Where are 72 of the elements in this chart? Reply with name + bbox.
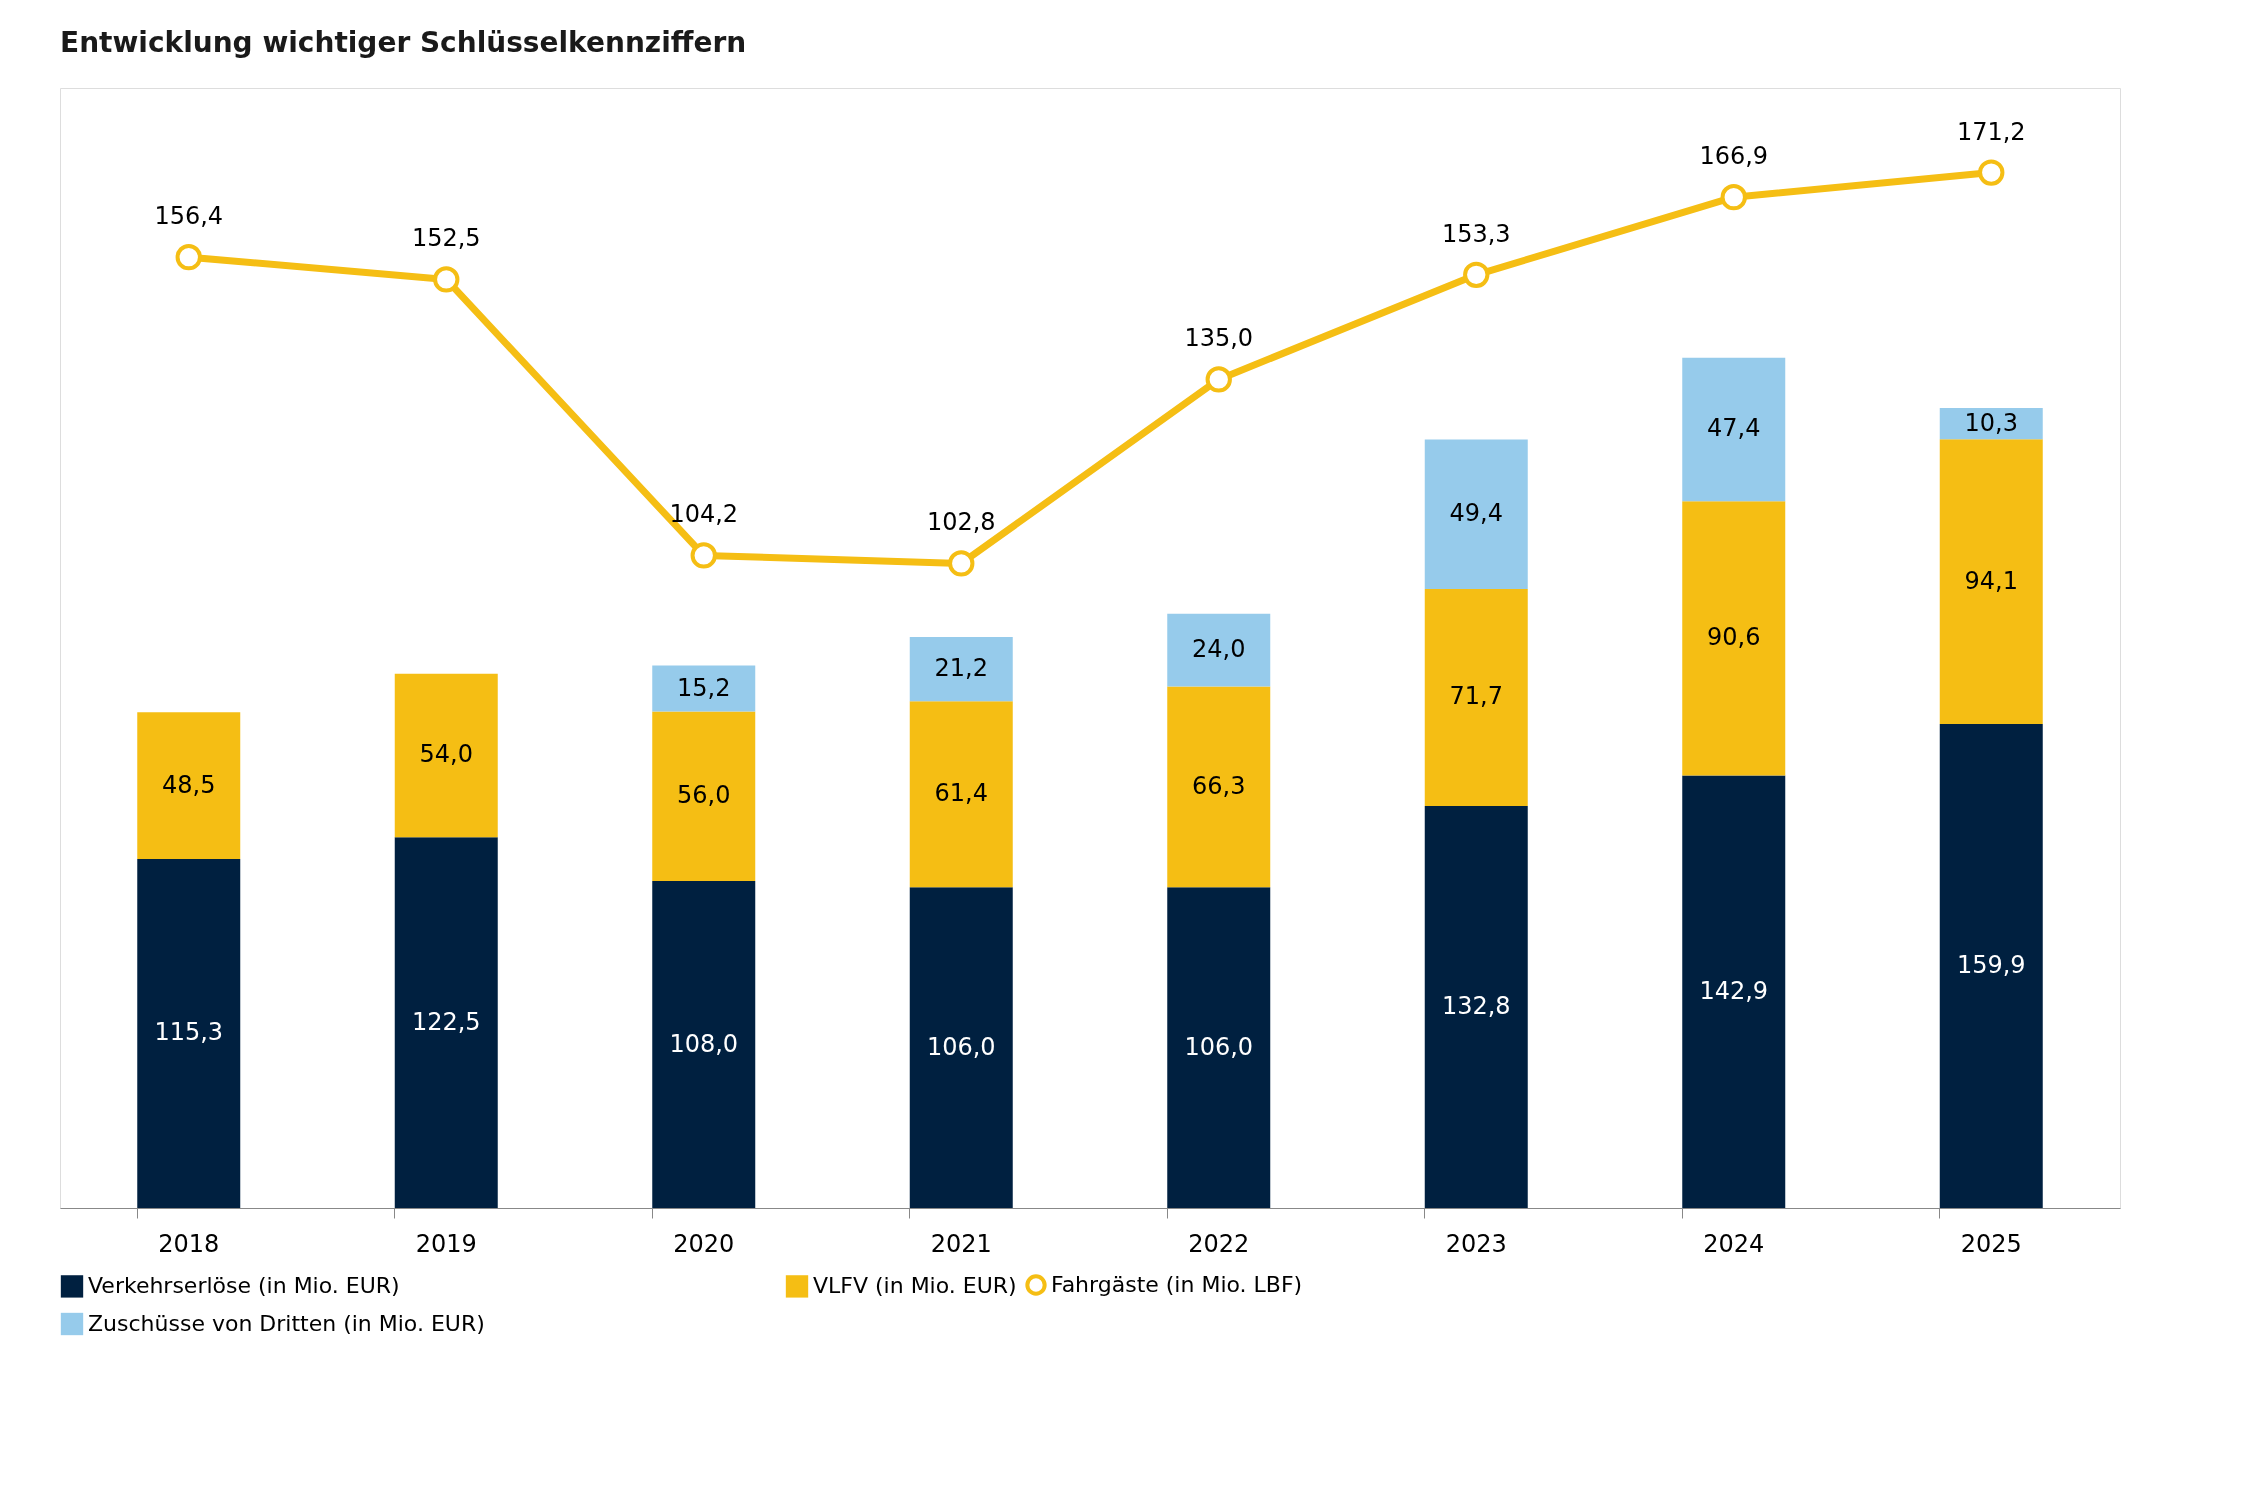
bar (1167, 686, 1271, 888)
data-label: 106,0 (926, 1032, 996, 1061)
legend-label: Fahrgäste (in Mio. LBF) (1051, 1272, 1303, 1297)
data-label: 54,0 (419, 740, 473, 769)
x-tick-label: 2020 (673, 1229, 735, 1258)
bar (1424, 588, 1528, 807)
point (175, 243, 202, 271)
legend-label: VLFV (in Mio. EUR) (813, 1273, 1017, 1299)
bar (652, 665, 756, 712)
data-label: 61,4 (934, 779, 988, 808)
x-tick-label: 2018 (158, 1229, 220, 1258)
data-label: 15,2 (677, 673, 731, 702)
point (690, 542, 717, 569)
x-tick-label: 2023 (1445, 1229, 1507, 1258)
data-label: 115,3 (154, 1018, 224, 1047)
bar (1167, 887, 1271, 1208)
point (1720, 183, 1747, 211)
legend-label: Zuschüsse von Dritten (in Mio. EUR) (88, 1311, 485, 1336)
bar (1682, 501, 1786, 776)
data-label: 71,7 (1449, 682, 1503, 711)
bar (1424, 439, 1528, 589)
data-label: 94,1 (1964, 566, 2018, 595)
bar (394, 673, 498, 838)
data-label: 24,0 (1192, 635, 1246, 664)
point (1463, 261, 1490, 289)
data-label: 66,3 (1192, 771, 1246, 800)
bar (652, 881, 756, 1208)
data-label: 21,2 (934, 654, 988, 683)
bar (1682, 357, 1786, 502)
data-label: 152,5 (411, 224, 481, 253)
data-label: 102,8 (926, 508, 996, 537)
data-label: 49,4 (1449, 499, 1503, 528)
point (948, 550, 975, 577)
data-label: 56,0 (677, 781, 731, 810)
data-label: 142,9 (1699, 976, 1769, 1005)
bar (909, 887, 1013, 1208)
point (1205, 366, 1232, 393)
x-tick-label: 2025 (1960, 1229, 2022, 1258)
data-label: 159,9 (1956, 950, 2026, 979)
chart-title: Entwicklung wichtiger Schlüsselkennziffern (60, 26, 747, 59)
data-label: 47,4 (1707, 414, 1761, 443)
bar (909, 637, 1013, 702)
data-label: 108,0 (669, 1029, 739, 1058)
data-label: 135,0 (1184, 324, 1254, 353)
bar (1167, 613, 1271, 687)
data-label: 106,0 (1184, 1032, 1254, 1061)
bar (137, 858, 241, 1208)
data-label: 10,3 (1964, 408, 2018, 437)
bar (137, 712, 241, 859)
legend-label: Verkehrserlöse (in Mio. EUR) (88, 1273, 400, 1299)
x-tick-label: 2022 (1188, 1229, 1250, 1258)
data-label: 132,8 (1441, 992, 1511, 1021)
bar (909, 701, 1013, 888)
x-tick-label: 2019 (415, 1229, 477, 1258)
bar (1939, 723, 2043, 1208)
data-label: 122,5 (411, 1007, 481, 1036)
data-label: 153,3 (1441, 219, 1511, 248)
bar (652, 711, 756, 882)
bar (1939, 439, 2043, 724)
data-label: 156,4 (154, 202, 224, 231)
bar (1424, 806, 1528, 1208)
data-label: 104,2 (669, 500, 739, 529)
data-label: 171,2 (1956, 117, 2026, 146)
data-label: 48,5 (162, 770, 216, 799)
bar (1682, 775, 1786, 1208)
x-tick-label: 2021 (930, 1229, 992, 1258)
data-label: 90,6 (1707, 623, 1761, 652)
x-tick-label: 2024 (1703, 1229, 1765, 1258)
bar (394, 837, 498, 1208)
point (1978, 159, 2005, 186)
data-label: 166,9 (1699, 142, 1769, 171)
point (433, 266, 460, 293)
